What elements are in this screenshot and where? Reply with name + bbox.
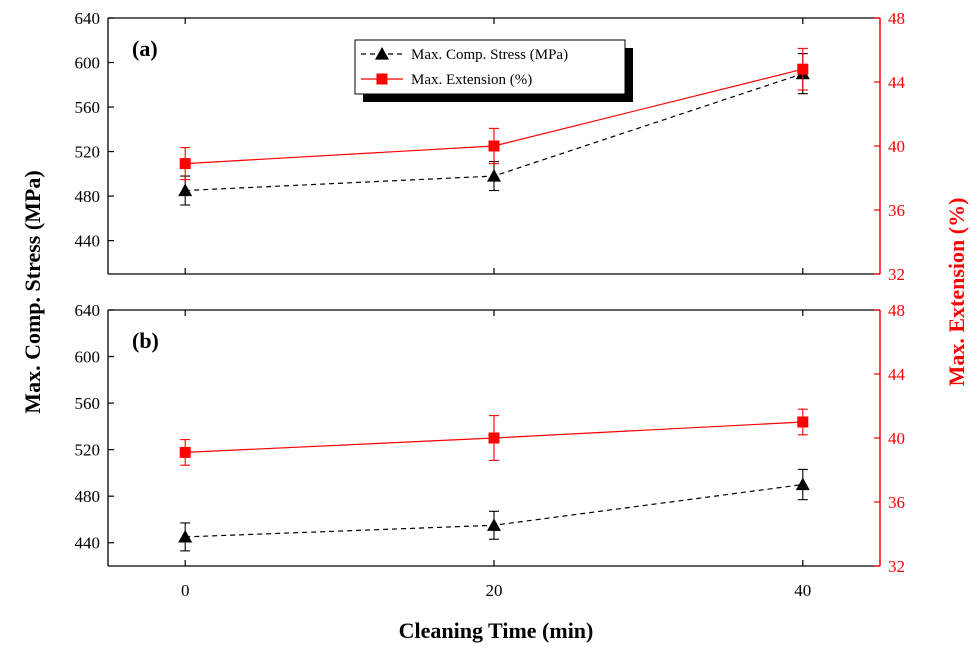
x-tick-label: 0 [181, 581, 190, 600]
data-point [488, 140, 500, 152]
y-right-tick-label: 36 [888, 493, 905, 512]
panel-label: (a) [132, 36, 158, 61]
y-right-tick-label: 40 [888, 429, 905, 448]
y-right-tick-label: 44 [888, 73, 906, 92]
data-point [488, 432, 500, 444]
series-extension [179, 408, 809, 466]
data-point [487, 169, 501, 182]
data-point [797, 416, 809, 428]
legend-marker [375, 47, 389, 60]
data-point [178, 529, 193, 543]
panel-label: (b) [132, 328, 159, 353]
y-right-tick-label: 40 [888, 137, 905, 156]
y-left-tick-label: 560 [75, 98, 101, 117]
x-tick-label: 40 [794, 581, 811, 600]
y-left-tick-label: 600 [75, 54, 101, 73]
y-right-tick-label: 48 [888, 301, 905, 320]
series-stress [178, 468, 810, 552]
panel-a: 440 480 520 560 600 640 32 36 40 44 48 (a) Max. Comp… [75, 9, 906, 284]
y-axis-right-title: Max. Extension (%) [944, 198, 969, 387]
y-left-tick-label: 640 [75, 301, 101, 320]
y-axis-left-title: Max. Comp. Stress (MPa) [20, 170, 45, 413]
y-left-tick-label: 480 [75, 187, 101, 206]
legend-label: Max. Comp. Stress (MPa) [411, 47, 568, 63]
legend: Max. Comp. Stress (MPa) Max. Extension (%… [354, 39, 633, 102]
y-left-tick-label: 640 [75, 9, 101, 28]
legend-marker [376, 73, 388, 85]
data-point [178, 183, 193, 197]
y-right-tick-label: 48 [888, 9, 905, 28]
data-point [797, 63, 809, 75]
y-left-tick-label: 600 [75, 348, 101, 367]
y-left-tick-label: 480 [75, 487, 101, 506]
data-point [487, 518, 501, 531]
data-point [179, 158, 191, 170]
y-left-tick-label: 560 [75, 394, 101, 413]
y-left-tick-label: 440 [75, 534, 101, 553]
y-right-tick-label: 36 [888, 201, 905, 220]
data-point [795, 477, 810, 491]
legend-label: Max. Extension (%) [411, 72, 532, 88]
data-point [179, 446, 191, 458]
x-tick-label: 20 [486, 581, 503, 600]
y-right-tick-label: 32 [888, 265, 905, 284]
y-right-tick-label: 32 [888, 557, 905, 576]
legend-box [354, 39, 626, 95]
y-left-tick-label: 520 [75, 441, 101, 460]
y-left-tick-label: 520 [75, 143, 101, 162]
series-extension [179, 47, 809, 181]
y-right-tick-label: 44 [888, 365, 906, 384]
x-axis-title: Cleaning Time (min) [399, 618, 594, 643]
y-left-tick-label: 440 [75, 232, 101, 251]
